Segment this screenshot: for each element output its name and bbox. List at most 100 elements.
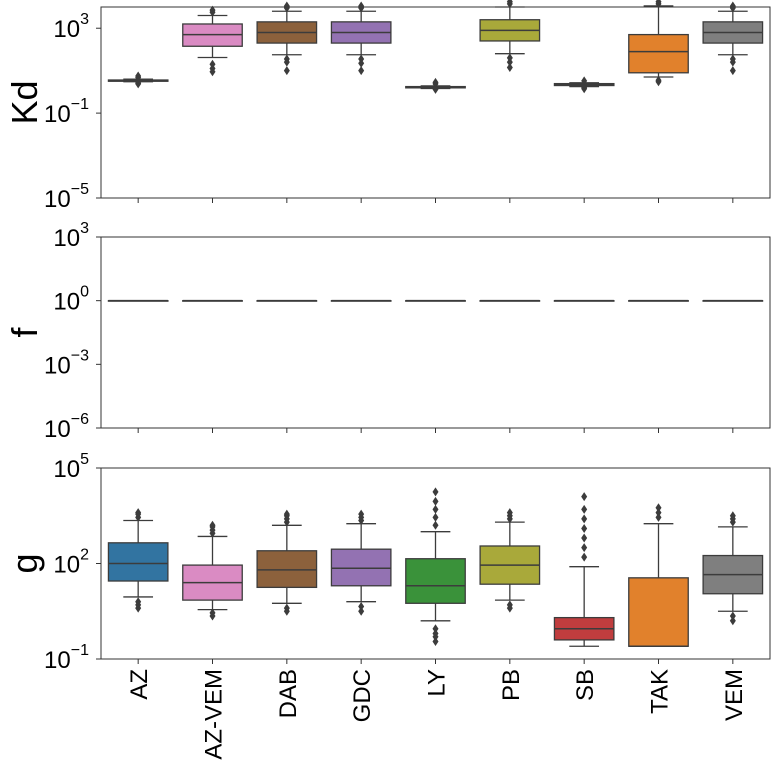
y-tick-label: 102	[53, 547, 89, 579]
outlier-point	[283, 606, 290, 616]
outlier-point	[729, 511, 736, 521]
y-axis-label: g	[4, 553, 45, 573]
y-axis-label: Kd	[4, 80, 45, 124]
outlier-point	[432, 632, 439, 642]
outlier-point	[581, 76, 588, 86]
outlier-point	[729, 1, 736, 11]
iqr-box	[107, 542, 169, 582]
outlier-point	[135, 71, 142, 81]
box-vem	[702, 299, 764, 302]
box-az-vem	[182, 299, 243, 302]
outlier-point	[358, 1, 365, 11]
category-label: LY	[424, 669, 451, 697]
outlier-point	[432, 487, 439, 497]
box-ly	[405, 487, 466, 646]
box-dab	[256, 299, 318, 302]
category-label: DAB	[275, 669, 302, 718]
category-label: AZ	[126, 669, 153, 700]
outlier-point	[581, 533, 588, 543]
outlier-point	[655, 512, 662, 522]
outlier-point	[581, 83, 588, 93]
outlier-point	[135, 508, 142, 518]
category-label: GDC	[349, 669, 376, 722]
outlier-point	[432, 504, 439, 514]
outlier-point	[506, 0, 513, 7]
box-vem	[702, 1, 764, 76]
iqr-box	[405, 558, 466, 604]
outlier-point	[432, 496, 439, 506]
outlier-point	[729, 66, 736, 76]
category-label: VEM	[721, 669, 748, 721]
y-tick-label: 105	[53, 451, 89, 483]
box-ly	[405, 299, 466, 302]
category-label: SB	[572, 669, 599, 701]
outlier-point	[358, 509, 365, 519]
box-dab	[256, 1, 318, 76]
y-tick-label: 100	[53, 284, 89, 316]
outlier-point	[283, 1, 290, 11]
outlier-point	[209, 5, 216, 15]
outlier-point	[135, 603, 142, 613]
box-sb	[553, 76, 615, 94]
box-gdc	[330, 299, 392, 302]
box-gdc	[330, 509, 392, 616]
y-tick-label: 10−5	[44, 181, 89, 213]
outlier-point	[506, 508, 513, 518]
outlier-point	[581, 552, 588, 562]
outlier-point	[729, 616, 736, 626]
outlier-point	[135, 78, 142, 88]
outlier-point	[655, 503, 662, 513]
outlier-point	[432, 624, 439, 634]
outlier-point	[655, 508, 662, 518]
y-tick-label: 103	[53, 11, 89, 43]
box-dab	[256, 509, 318, 616]
outlier-point	[581, 492, 588, 502]
box-pb	[479, 0, 541, 72]
outlier-point	[283, 57, 290, 67]
outlier-point	[655, 0, 662, 7]
outlier-point	[581, 504, 588, 514]
box-az	[107, 508, 169, 613]
box-az-vem	[182, 5, 243, 77]
outlier-point	[506, 603, 513, 613]
category-labels: AZ AZ-VEM DAB GDC LY PB SB TAK VEM	[126, 669, 748, 760]
panels: 103 10−1 10−5 Kd 103 100 10−3 10−6 f 105 102 10−1 g	[4, 0, 771, 674]
panel-f: 103 100 10−3 10−6 f	[4, 220, 771, 443]
y-tick-label: 10−1	[44, 96, 89, 128]
outlier-point	[432, 84, 439, 94]
outlier-point	[283, 509, 290, 519]
outlier-point	[729, 611, 736, 621]
y-axis-label: f	[4, 327, 45, 338]
outlier-point	[432, 512, 439, 522]
outlier-point	[358, 601, 365, 611]
box-az	[107, 71, 169, 89]
box-tak	[628, 503, 689, 648]
box-tak	[628, 299, 689, 302]
outlier-point	[655, 77, 662, 87]
outlier-point	[209, 520, 216, 530]
outlier-point	[581, 514, 588, 524]
iqr-box	[628, 33, 689, 74]
box-az	[107, 299, 169, 302]
iqr-box	[628, 577, 689, 647]
box-ly	[405, 77, 466, 94]
outlier-point	[581, 523, 588, 533]
y-tick-label: 10−1	[44, 642, 89, 674]
outlier-point	[432, 636, 439, 646]
iqr-box	[256, 550, 318, 589]
category-label: AZ-VEM	[201, 669, 228, 760]
outlier-point	[209, 611, 216, 621]
outlier-point	[358, 606, 365, 616]
box-sb	[553, 492, 615, 647]
y-tick-label: 103	[53, 220, 89, 252]
outlier-point	[358, 58, 365, 68]
category-label: PB	[498, 669, 525, 701]
outlier-point	[358, 66, 365, 76]
outlier-point	[209, 67, 216, 77]
outlier-point	[729, 57, 736, 67]
outlier-point	[432, 77, 439, 87]
box-pb	[479, 508, 541, 613]
outlier-point	[506, 62, 513, 72]
box-tak	[628, 0, 689, 87]
